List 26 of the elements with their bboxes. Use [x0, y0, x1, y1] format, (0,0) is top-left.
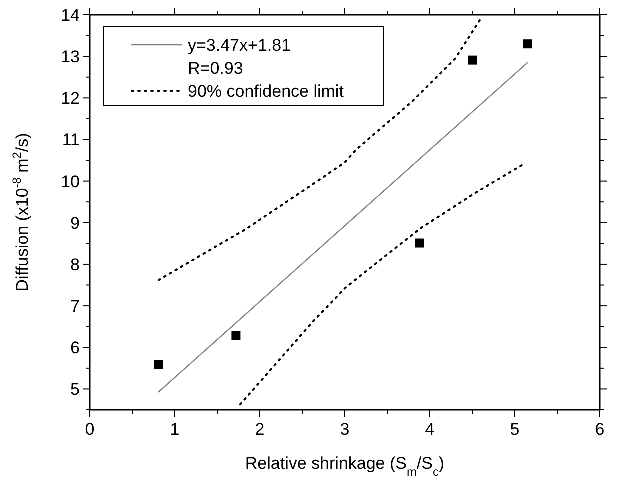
annotation: R=0.93	[188, 59, 244, 78]
point	[154, 360, 164, 370]
x-axis-title: Relative shrinkage (S$_{m}$/S$_{c}$)	[245, 454, 445, 479]
point	[523, 40, 532, 49]
y-tick-label: 9	[70, 214, 80, 233]
y-tick-label: 14	[61, 6, 80, 25]
legend-label: y=3.47x+1.81	[188, 36, 292, 55]
legend-label: 90% confidence limit	[188, 82, 344, 101]
y-tick-label: 6	[70, 338, 80, 358]
x-tick-label: 3	[340, 420, 350, 439]
point	[415, 238, 424, 248]
y-tick-label: 11	[62, 130, 80, 150]
x-tick-label: 0	[85, 420, 95, 439]
x-tick-label: 5	[510, 420, 520, 439]
y-tick-label: 12	[61, 89, 80, 108]
x-tick-label: 6	[595, 420, 605, 439]
y-tick-label: 10	[61, 172, 80, 192]
x-tick-label: 4	[425, 420, 435, 439]
y-tick-label: 13	[61, 48, 80, 67]
point	[468, 56, 477, 65]
y-tick-label: 7	[70, 297, 80, 316]
x-tick-label: 2	[255, 420, 265, 439]
y-tick-label: 8	[70, 255, 80, 274]
x-tick-label: 1	[170, 420, 180, 439]
y-tick-label: 5	[70, 380, 80, 400]
point	[232, 331, 241, 340]
